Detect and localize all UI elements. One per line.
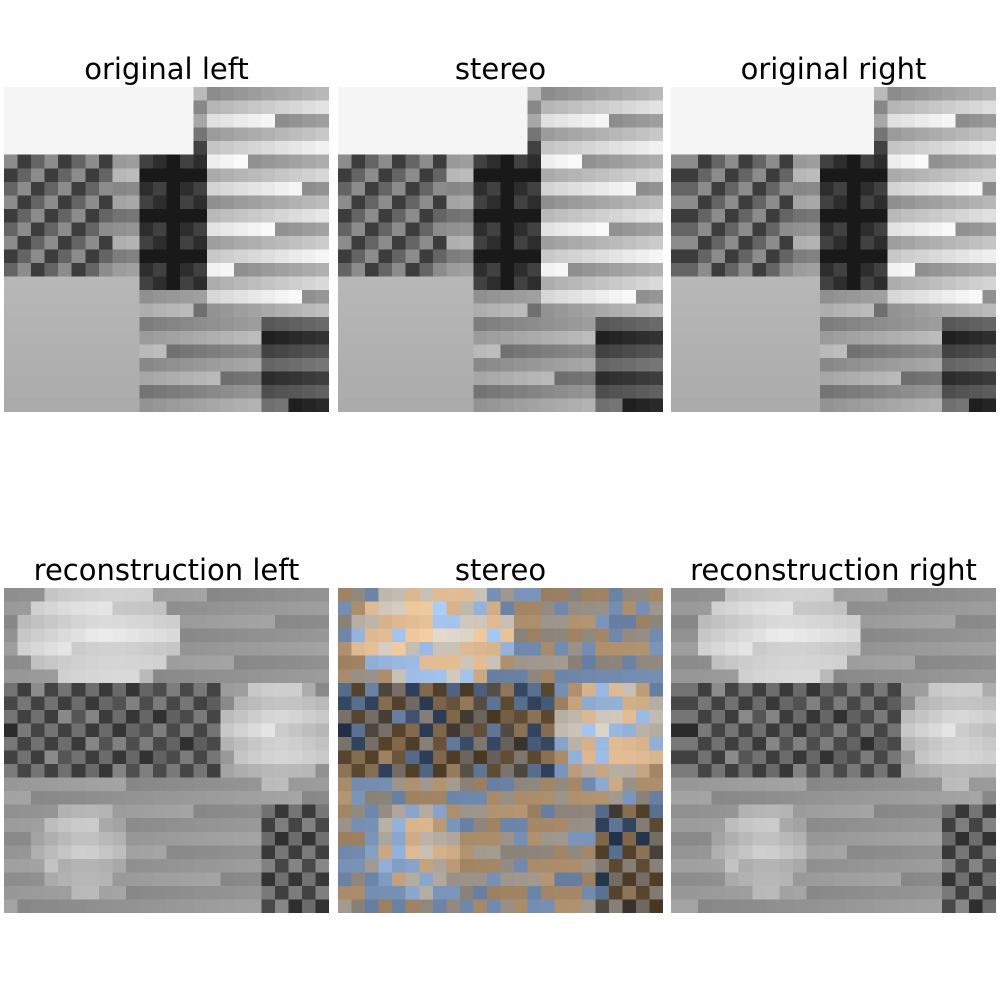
original-right-image — [671, 87, 996, 412]
panel-title-original-left: original left — [84, 52, 249, 86]
panel-title-original-right: original right — [740, 52, 927, 86]
original-stereo-image — [338, 87, 663, 412]
panel-title-original-stereo: stereo — [454, 52, 547, 86]
panel-title-reconstruction-right: reconstruction right — [690, 553, 977, 587]
reconstruction-right-image — [671, 588, 996, 913]
panel-title-reconstruction-left: reconstruction left — [33, 553, 300, 587]
reconstruction-left-image — [4, 588, 329, 913]
reconstruction-stereo-image — [338, 588, 663, 913]
original-left-image — [4, 87, 329, 412]
panel-title-reconstruction-stereo: stereo — [454, 553, 547, 587]
